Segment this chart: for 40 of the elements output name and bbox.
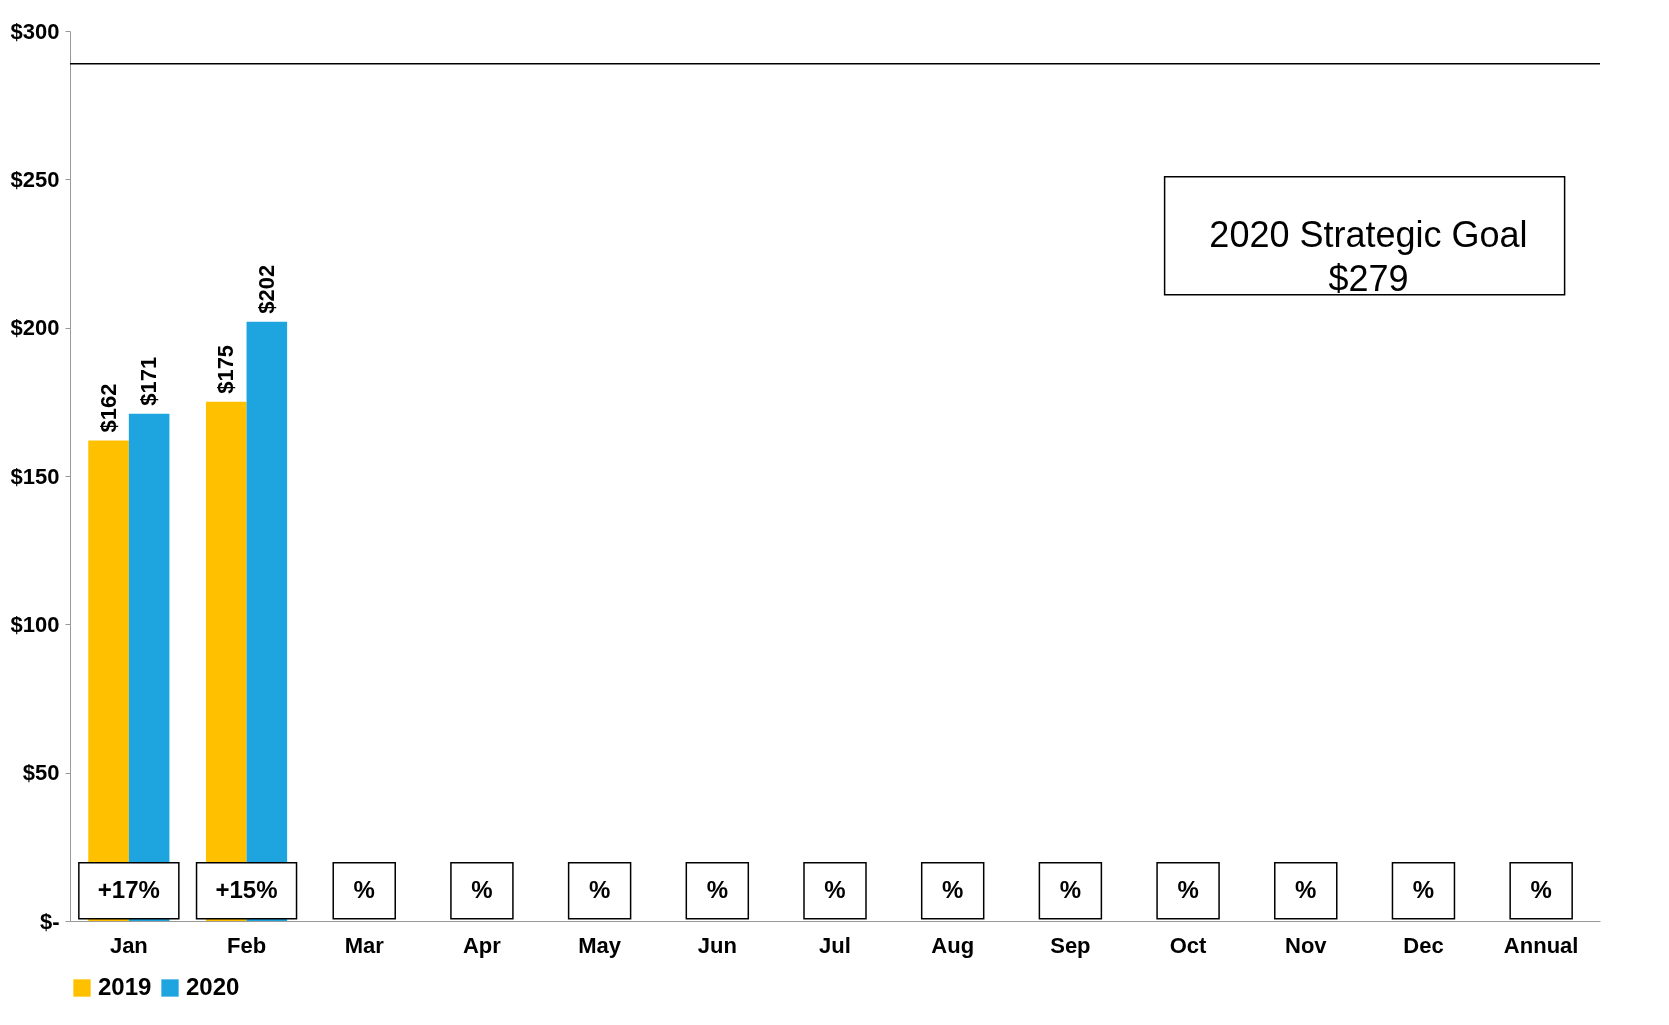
- annotation: %: [1059, 875, 1082, 903]
- annotation: %: [1530, 875, 1552, 903]
- y-tick-label: $300: [10, 18, 60, 44]
- data-label: $202: [253, 264, 279, 314]
- legend-label: 2019: [98, 973, 152, 1000]
- annotation: %: [353, 875, 375, 903]
- x-tick-label: Apr: [462, 932, 502, 958]
- y-tick-label: $250: [10, 166, 60, 192]
- annotation: %: [588, 875, 611, 903]
- y-tick-label: $100: [10, 611, 60, 637]
- data-label: $162: [95, 383, 121, 433]
- x-tick-label: Nov: [1284, 932, 1328, 958]
- annotation: %: [1412, 875, 1435, 903]
- annotation: +15%: [215, 875, 278, 903]
- legend-label: 2020: [186, 973, 240, 1000]
- data-label: $171: [136, 356, 162, 406]
- x-tick-label: Dec: [1403, 932, 1444, 958]
- x-tick-label: Annual: [1503, 932, 1579, 958]
- y-tick-label: $-: [39, 908, 60, 934]
- data-label: $175: [213, 344, 239, 394]
- x-tick-label: May: [578, 932, 622, 958]
- x-tick-label: Oct: [1169, 932, 1208, 958]
- x-tick-label: Mar: [344, 932, 385, 958]
- x-tick-label: Feb: [226, 932, 267, 958]
- x-tick-label: Jun: [697, 932, 737, 958]
- annotation: +17%: [97, 875, 160, 903]
- annotation: %: [1295, 875, 1317, 903]
- annotation: %: [706, 875, 728, 903]
- x-tick-label: Jul: [819, 932, 851, 958]
- annotation: %: [471, 875, 493, 903]
- y-tick-label: $50: [22, 760, 60, 786]
- annotation: %: [942, 875, 964, 903]
- x-tick-label: Aug: [931, 932, 975, 958]
- annotation: %: [1177, 875, 1199, 903]
- x-tick-label: Jan: [109, 932, 148, 958]
- y-tick-label: $150: [10, 463, 60, 489]
- x-tick-label: Sep: [1050, 932, 1091, 958]
- annotation: %: [824, 875, 846, 903]
- y-tick-label: $200: [10, 315, 60, 341]
- annotation: 2020 Strategic Goal $279: [1209, 213, 1528, 299]
